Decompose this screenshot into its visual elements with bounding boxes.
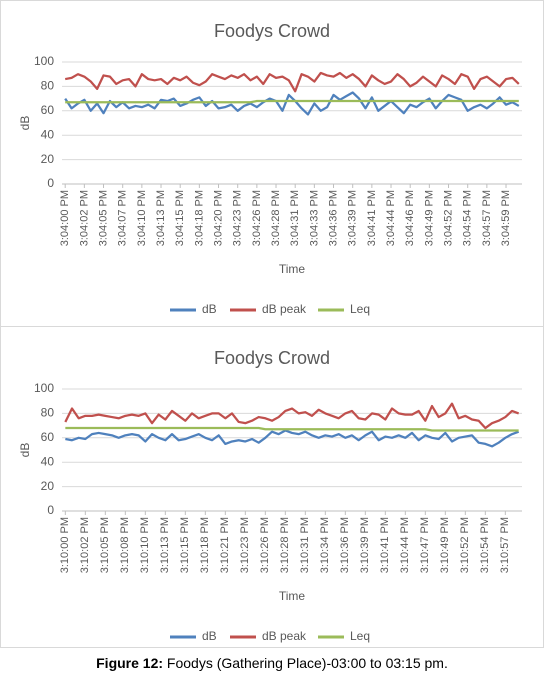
x-tick-label: 3:10:21 PM xyxy=(219,517,231,573)
x-tick-label: 3:10:52 PM xyxy=(459,517,471,573)
x-tick-label: 3:10:10 PM xyxy=(139,517,151,573)
y-tick-label: 20 xyxy=(41,479,55,493)
x-tick-label: 3:10:57 PM xyxy=(499,517,511,573)
legend-label: dB xyxy=(202,629,217,643)
series-line xyxy=(64,71,520,93)
x-tick-label: 3:04:46 PM xyxy=(404,190,416,246)
x-tick-label: 3:10:15 PM xyxy=(179,517,191,573)
y-tick-label: 0 xyxy=(47,503,54,517)
legend-label: dB peak xyxy=(262,629,307,643)
x-tick-label: 3:10:36 PM xyxy=(339,517,351,573)
x-tick-label: 3:04:18 PM xyxy=(193,190,205,246)
x-tick-label: 3:04:02 PM xyxy=(78,190,90,246)
x-tick-label: 3:04:33 PM xyxy=(308,190,320,246)
caption-label: Figure 12: xyxy=(96,655,164,671)
x-tick-label: 3:04:31 PM xyxy=(289,190,301,246)
x-tick-label: 3:04:59 PM xyxy=(500,190,512,246)
x-tick-label: 3:04:00 PM xyxy=(59,190,71,246)
series-line xyxy=(65,426,519,432)
x-tick-label: 3:04:41 PM xyxy=(366,190,378,246)
y-tick-label: 40 xyxy=(41,127,55,141)
series-line xyxy=(64,402,520,430)
x-tick-label: 3:04:23 PM xyxy=(232,190,244,246)
y-tick-label: 60 xyxy=(41,103,55,117)
legend-label: dB xyxy=(202,302,217,316)
x-tick-label: 3:04:39 PM xyxy=(347,190,359,246)
x-tick-label: 3:10:44 PM xyxy=(399,517,411,573)
x-tick-label: 3:04:10 PM xyxy=(136,190,148,246)
x-tick-label: 3:10:26 PM xyxy=(259,517,271,573)
x-tick-label: 3:10:41 PM xyxy=(379,517,391,573)
x-tick-label: 3:10:05 PM xyxy=(99,517,111,573)
legend-label: Leq xyxy=(350,302,370,316)
x-tick-label: 3:10:08 PM xyxy=(119,517,131,573)
x-tick-label: 3:10:02 PM xyxy=(79,517,91,573)
chart-title: Foodys Crowd xyxy=(214,348,330,368)
y-tick-label: 20 xyxy=(41,152,55,166)
x-tick-label: 3:10:18 PM xyxy=(199,517,211,573)
x-tick-label: 3:04:15 PM xyxy=(174,190,186,246)
legend-label: Leq xyxy=(350,629,370,643)
series-line xyxy=(65,99,519,104)
x-tick-label: 3:04:49 PM xyxy=(423,190,435,246)
y-tick-label: 80 xyxy=(41,406,55,420)
legend-label: dB peak xyxy=(262,302,307,316)
x-tick-label: 3:04:52 PM xyxy=(442,190,454,246)
y-axis-label: dB xyxy=(18,116,32,131)
x-tick-label: 3:10:54 PM xyxy=(479,517,491,573)
y-tick-label: 80 xyxy=(41,79,55,93)
charts: Foodys Crowd dB Time 0 20 40 60 80 100 3:04:00 PM… xyxy=(0,0,544,648)
x-tick-label: 3:10:00 PM xyxy=(59,517,71,573)
x-tick-label: 3:10:49 PM xyxy=(439,517,451,573)
y-tick-label: 40 xyxy=(41,454,55,468)
x-tick-label: 3:04:26 PM xyxy=(251,190,263,246)
x-tick-label: 3:04:57 PM xyxy=(481,190,493,246)
y-axis-label: dB xyxy=(18,443,32,458)
y-tick-label: 0 xyxy=(47,176,54,190)
x-tick-label: 3:04:07 PM xyxy=(117,190,129,246)
x-tick-label: 3:10:39 PM xyxy=(359,517,371,573)
x-tick-label: 3:04:13 PM xyxy=(155,190,167,246)
series-line xyxy=(65,429,520,448)
y-tick-label: 100 xyxy=(34,381,54,395)
x-tick-label: 3:10:23 PM xyxy=(239,517,251,573)
x-axis-label: Time xyxy=(279,262,306,276)
caption: Figure 12: Foodys (Gathering Place)-03:0… xyxy=(0,655,544,671)
y-tick-label: 100 xyxy=(34,54,54,68)
x-tick-label: 3:04:20 PM xyxy=(212,190,224,246)
x-tick-label: 3:04:54 PM xyxy=(462,190,474,246)
chart-title: Foodys Crowd xyxy=(214,21,330,41)
x-tick-label: 3:10:13 PM xyxy=(159,517,171,573)
caption-text: Foodys (Gathering Place)-03:00 to 03:15 … xyxy=(166,655,448,671)
x-tick-label: 3:10:28 PM xyxy=(279,517,291,573)
x-tick-label: 3:04:36 PM xyxy=(327,190,339,246)
x-tick-label: 3:04:44 PM xyxy=(385,190,397,246)
x-tick-label: 3:04:28 PM xyxy=(270,190,282,246)
x-tick-label: 3:10:34 PM xyxy=(319,517,331,573)
y-tick-label: 60 xyxy=(41,430,55,444)
x-axis-label: Time xyxy=(279,589,306,603)
x-tick-label: 3:04:05 PM xyxy=(97,190,109,246)
x-tick-label: 3:10:47 PM xyxy=(419,517,431,573)
x-tick-label: 3:10:31 PM xyxy=(299,517,311,573)
